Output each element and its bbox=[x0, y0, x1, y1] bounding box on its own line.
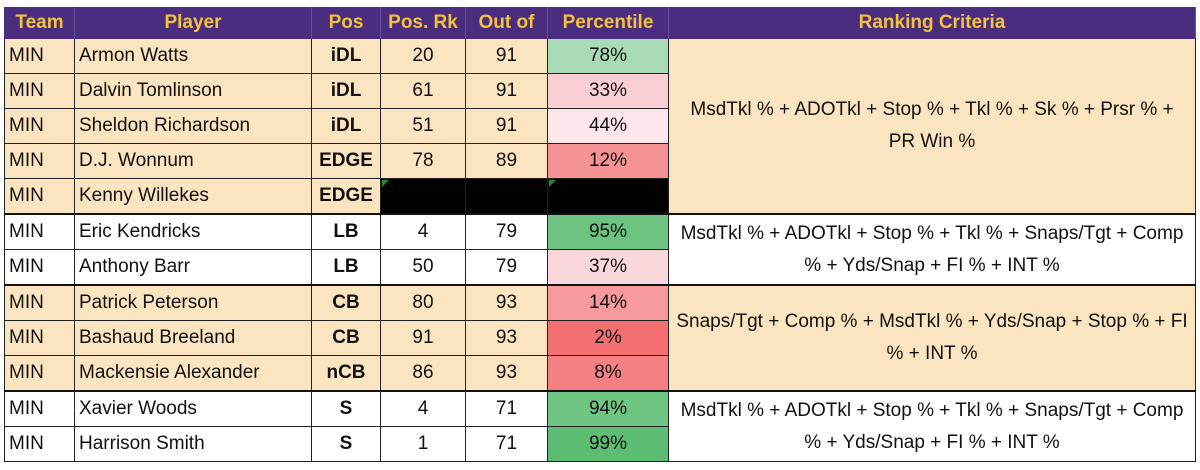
comment-flag-icon bbox=[549, 180, 556, 187]
pos-rank-cell: 50 bbox=[380, 249, 466, 286]
pos-rank-cell: 1 bbox=[380, 426, 466, 462]
pos-cell: iDL bbox=[311, 108, 381, 144]
percentile-cell: 99% bbox=[547, 426, 669, 462]
criteria-cell-lb: MsdTkl % + ADOTkl + Stop % + Tkl % + Sna… bbox=[668, 213, 1196, 286]
pos-cell: EDGE bbox=[311, 143, 381, 179]
table-row[interactable]: MIN Sheldon Richardson iDL 51 91 44% bbox=[4, 108, 1196, 144]
table-row[interactable]: MIN Xavier Woods S 4 71 94% MsdTkl % + A… bbox=[4, 390, 1196, 462]
header-team[interactable]: Team bbox=[4, 7, 75, 39]
out-of-cell: 93 bbox=[465, 355, 548, 392]
percentile-cell: 78% bbox=[547, 38, 669, 74]
out-of-cell: 79 bbox=[465, 213, 548, 250]
header-pos[interactable]: Pos bbox=[311, 7, 381, 39]
player-cell: Armon Watts bbox=[74, 38, 312, 74]
pos-rank-cell: 61 bbox=[380, 73, 466, 109]
percentile-cell: 8% bbox=[547, 355, 669, 392]
team-cell: MIN bbox=[4, 249, 75, 286]
team-cell: MIN bbox=[4, 73, 75, 109]
player-cell: Patrick Peterson bbox=[74, 284, 312, 321]
percentile-cell: 14% bbox=[547, 284, 669, 321]
team-cell: MIN bbox=[4, 355, 75, 392]
player-cell: Kenny Willekes bbox=[74, 178, 312, 215]
header-player[interactable]: Player bbox=[74, 7, 312, 39]
pos-rank-cell: 20 bbox=[380, 38, 466, 74]
percentile-cell: 44% bbox=[547, 108, 669, 144]
team-cell: MIN bbox=[4, 38, 75, 74]
pos-cell: iDL bbox=[311, 73, 381, 109]
criteria-cell-dl: MsdTkl % + ADOTkl + Stop % + Tkl % + Sk … bbox=[668, 38, 1196, 215]
header-ranking-criteria[interactable]: Ranking Criteria bbox=[668, 7, 1196, 39]
player-cell: Anthony Barr bbox=[74, 249, 312, 286]
table-row[interactable]: MIN Dalvin Tomlinson iDL 61 91 33% bbox=[4, 73, 1196, 109]
team-cell: MIN bbox=[4, 390, 75, 427]
pos-rank-cell: 4 bbox=[380, 213, 466, 250]
pos-cell: nCB bbox=[311, 355, 381, 392]
pos-cell: CB bbox=[311, 284, 381, 321]
pos-rank-cell: 91 bbox=[380, 320, 466, 356]
header-out-of[interactable]: Out of bbox=[465, 7, 548, 39]
percentile-cell: 33% bbox=[547, 73, 669, 109]
out-of-cell: 79 bbox=[465, 249, 548, 286]
comment-flag-icon bbox=[382, 180, 389, 187]
pos-rank-cell: 78 bbox=[380, 143, 466, 179]
table-row[interactable]: MIN Eric Kendricks LB 4 79 95% MsdTkl % … bbox=[4, 213, 1196, 286]
pos-rank-cell: 86 bbox=[380, 355, 466, 392]
pos-rank-cell: 4 bbox=[380, 390, 466, 427]
percentile-cell: 2% bbox=[547, 320, 669, 356]
percentile-cell: 12% bbox=[547, 143, 669, 179]
criteria-cell-s: MsdTkl % + ADOTkl + Stop % + Tkl % + Sna… bbox=[668, 390, 1196, 462]
pos-cell: S bbox=[311, 390, 381, 427]
header-pos-rank[interactable]: Pos. Rk bbox=[380, 7, 466, 39]
pos-cell: LB bbox=[311, 249, 381, 286]
player-cell: Harrison Smith bbox=[74, 426, 312, 462]
ranking-table: Team Player Pos Pos. Rk Out of Percentil… bbox=[4, 7, 1196, 462]
percentile-cell: 37% bbox=[547, 249, 669, 286]
out-of-cell: 89 bbox=[465, 143, 548, 179]
header-percentile[interactable]: Percentile bbox=[547, 7, 669, 39]
team-cell: MIN bbox=[4, 284, 75, 321]
out-of-cell: 91 bbox=[465, 73, 548, 109]
player-cell: Xavier Woods bbox=[74, 390, 312, 427]
pos-rank-cell: 51 bbox=[380, 108, 466, 144]
percentile-cell-empty bbox=[547, 178, 669, 215]
pos-cell: S bbox=[311, 426, 381, 462]
out-of-cell: 93 bbox=[465, 320, 548, 356]
team-cell: MIN bbox=[4, 213, 75, 250]
table-row[interactable]: MIN D.J. Wonnum EDGE 78 89 12% bbox=[4, 143, 1196, 179]
team-cell: MIN bbox=[4, 108, 75, 144]
out-of-cell: 91 bbox=[465, 38, 548, 74]
table-row[interactable]: MIN Mackensie Alexander nCB 86 93 8% bbox=[4, 355, 1196, 392]
pos-cell: CB bbox=[311, 320, 381, 356]
table-row[interactable]: MIN Armon Watts iDL 20 91 78% MsdTkl % +… bbox=[4, 38, 1196, 215]
out-of-cell: 91 bbox=[465, 108, 548, 144]
player-cell: Sheldon Richardson bbox=[74, 108, 312, 144]
player-cell: D.J. Wonnum bbox=[74, 143, 312, 179]
pos-cell: LB bbox=[311, 213, 381, 250]
table-row[interactable]: MIN Kenny Willekes EDGE bbox=[4, 178, 1196, 215]
team-cell: MIN bbox=[4, 320, 75, 356]
player-cell: Bashaud Breeland bbox=[74, 320, 312, 356]
team-cell: MIN bbox=[4, 426, 75, 462]
player-cell: Eric Kendricks bbox=[74, 213, 312, 250]
out-of-cell: 71 bbox=[465, 426, 548, 462]
out-of-cell: 93 bbox=[465, 284, 548, 321]
team-cell: MIN bbox=[4, 143, 75, 179]
out-of-cell-empty bbox=[465, 178, 548, 215]
percentile-cell: 95% bbox=[547, 213, 669, 250]
player-cell: Dalvin Tomlinson bbox=[74, 73, 312, 109]
criteria-cell-cb: Snaps/Tgt + Comp % + MsdTkl % + Yds/Snap… bbox=[668, 284, 1196, 392]
out-of-cell: 71 bbox=[465, 390, 548, 427]
team-cell: MIN bbox=[4, 178, 75, 215]
table-row[interactable]: MIN Patrick Peterson CB 80 93 14% Snaps/… bbox=[4, 284, 1196, 392]
pos-cell: iDL bbox=[311, 38, 381, 74]
player-cell: Mackensie Alexander bbox=[74, 355, 312, 392]
pos-rank-cell-empty bbox=[380, 178, 466, 215]
table-row[interactable]: MIN Bashaud Breeland CB 91 93 2% bbox=[4, 320, 1196, 356]
pos-rank-cell: 80 bbox=[380, 284, 466, 321]
header-row: Team Player Pos Pos. Rk Out of Percentil… bbox=[4, 7, 1196, 39]
pos-cell: EDGE bbox=[311, 178, 381, 215]
table-row[interactable]: MIN Harrison Smith S 1 71 99% bbox=[4, 426, 1196, 462]
percentile-cell: 94% bbox=[547, 390, 669, 427]
